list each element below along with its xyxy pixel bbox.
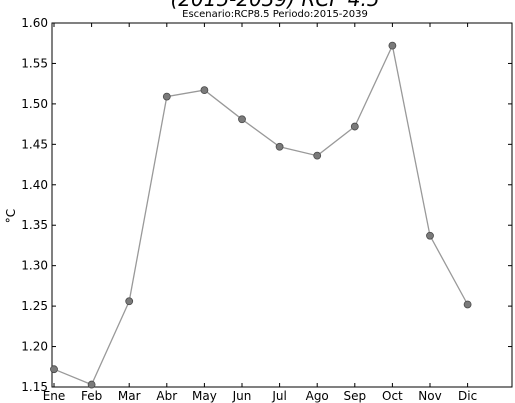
- y-tick-label: 1.25: [21, 299, 48, 313]
- x-tick-label: Jun: [232, 389, 252, 403]
- data-point-jul: [275, 142, 284, 151]
- x-axis-ticks: Ene Feb Mar Abr May Jun Jul Ago Sep Oct Nov Dic: [43, 23, 477, 403]
- chart-title: (2015-2039) RCP 4.5: [170, 0, 379, 11]
- x-tick-label: Jul: [271, 389, 286, 403]
- x-tick-label: Oct: [382, 389, 403, 403]
- y-tick-label: 1.45: [21, 137, 48, 151]
- y-tick-label: 1.60: [21, 16, 48, 30]
- x-tick-label: Feb: [81, 389, 102, 403]
- y-tick-label: 1.35: [21, 218, 48, 232]
- y-tick-label: 1.30: [21, 259, 48, 273]
- data-point-mar: [125, 297, 134, 306]
- x-tick-label: May: [192, 389, 217, 403]
- y-tick-label: 1.55: [21, 56, 48, 70]
- data-point-may: [200, 86, 209, 95]
- series-line: [53, 43, 469, 386]
- x-tick-label: Mar: [118, 389, 141, 403]
- y-axis-label: °C: [4, 209, 18, 223]
- y-tick-label: 1.50: [21, 97, 48, 111]
- data-point-oct: [388, 41, 397, 50]
- y-tick-label: 1.20: [21, 340, 48, 354]
- x-tick-label: Dic: [458, 389, 477, 403]
- data-point-ago: [313, 151, 322, 160]
- data-point-abr: [162, 92, 171, 101]
- y-tick-label: 1.15: [21, 380, 48, 394]
- x-tick-label: Abr: [156, 389, 177, 403]
- data-point-jun: [238, 115, 246, 124]
- x-tick-label: Ene: [43, 389, 66, 403]
- y-axis-ticks: 1.15 1.20 1.25 1.30 1.35 1.40 1.45 1.50 1.55 1.60: [21, 16, 512, 394]
- x-tick-label: Ago: [306, 389, 329, 403]
- x-tick-label: Sep: [343, 389, 366, 403]
- data-point-nov: [426, 231, 434, 240]
- chart-subtitle: Escenario:RCP8.5 Periodo:2015-2039: [182, 9, 368, 20]
- y-tick-label: 1.40: [21, 178, 48, 192]
- x-tick-label: Nov: [418, 389, 441, 403]
- data-point-sep: [350, 122, 359, 131]
- data-point-ene: [50, 365, 58, 374]
- data-points: [50, 41, 472, 389]
- data-point-dic: [463, 300, 472, 309]
- data-point-feb: [87, 380, 96, 389]
- plot-area-frame: [51, 22, 513, 388]
